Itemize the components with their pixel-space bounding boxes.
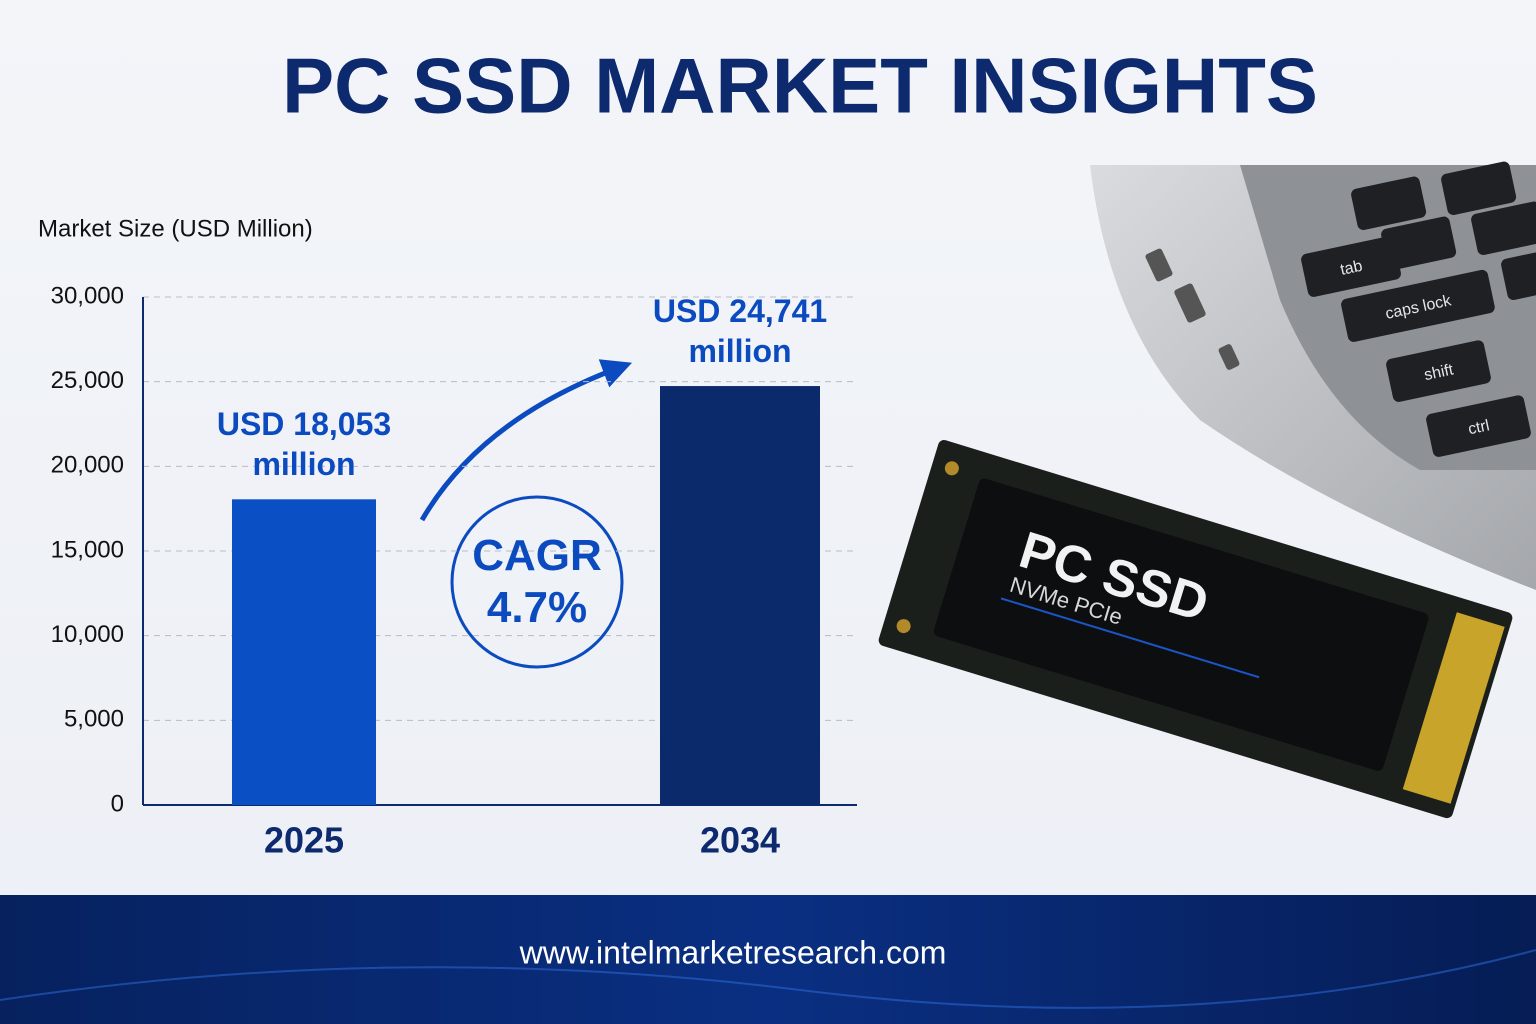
- key-cap: [1341, 269, 1495, 342]
- y-axis-label: Market Size (USD Million): [38, 215, 313, 242]
- title: PC SSD MARKET INSIGHTS: [282, 42, 1318, 130]
- keyboard-key: tab: [1301, 236, 1401, 297]
- key-cap: [1381, 216, 1457, 270]
- key-label: ctrl: [1467, 417, 1491, 438]
- x-tick-label: 2034: [700, 820, 780, 861]
- y-tick-label: 20,000: [51, 452, 124, 479]
- keyboard-key: ctrl: [1426, 395, 1531, 457]
- bar: [232, 499, 376, 805]
- y-tick-label: 30,000: [51, 282, 124, 309]
- y-tick-label: 25,000: [51, 367, 124, 394]
- key-cap: [1351, 176, 1427, 230]
- value-label: USD 18,053 million: [216, 406, 392, 483]
- footer-band: [0, 895, 1536, 1024]
- key-cap: [1471, 201, 1536, 255]
- key-cap: [1301, 236, 1401, 297]
- footer-wave: [0, 949, 1536, 1009]
- y-tick-label: 10,000: [51, 621, 124, 648]
- value-label: USD 24,741 million: [652, 293, 828, 370]
- bar: [660, 386, 820, 805]
- cagr-annotation: CAGR 4.7%: [472, 531, 602, 632]
- key-cap: [1426, 395, 1531, 457]
- key-cap: [1501, 246, 1536, 300]
- key-label: tab: [1339, 258, 1364, 279]
- key-cap: [1386, 340, 1491, 402]
- x-tick-label: 2025: [264, 820, 344, 861]
- y-tick-label: 5,000: [64, 706, 124, 733]
- key-label: shift: [1423, 361, 1456, 384]
- footer-url: www.intelmarketresearch.com: [519, 934, 947, 970]
- y-tick-label: 15,000: [51, 536, 124, 563]
- cagr-circle: [450, 495, 624, 669]
- key-cap: [1441, 161, 1517, 215]
- keyboard-key: caps lock: [1341, 269, 1495, 342]
- y-tick-label: 0: [111, 790, 124, 817]
- keyboard-key: shift: [1386, 340, 1491, 402]
